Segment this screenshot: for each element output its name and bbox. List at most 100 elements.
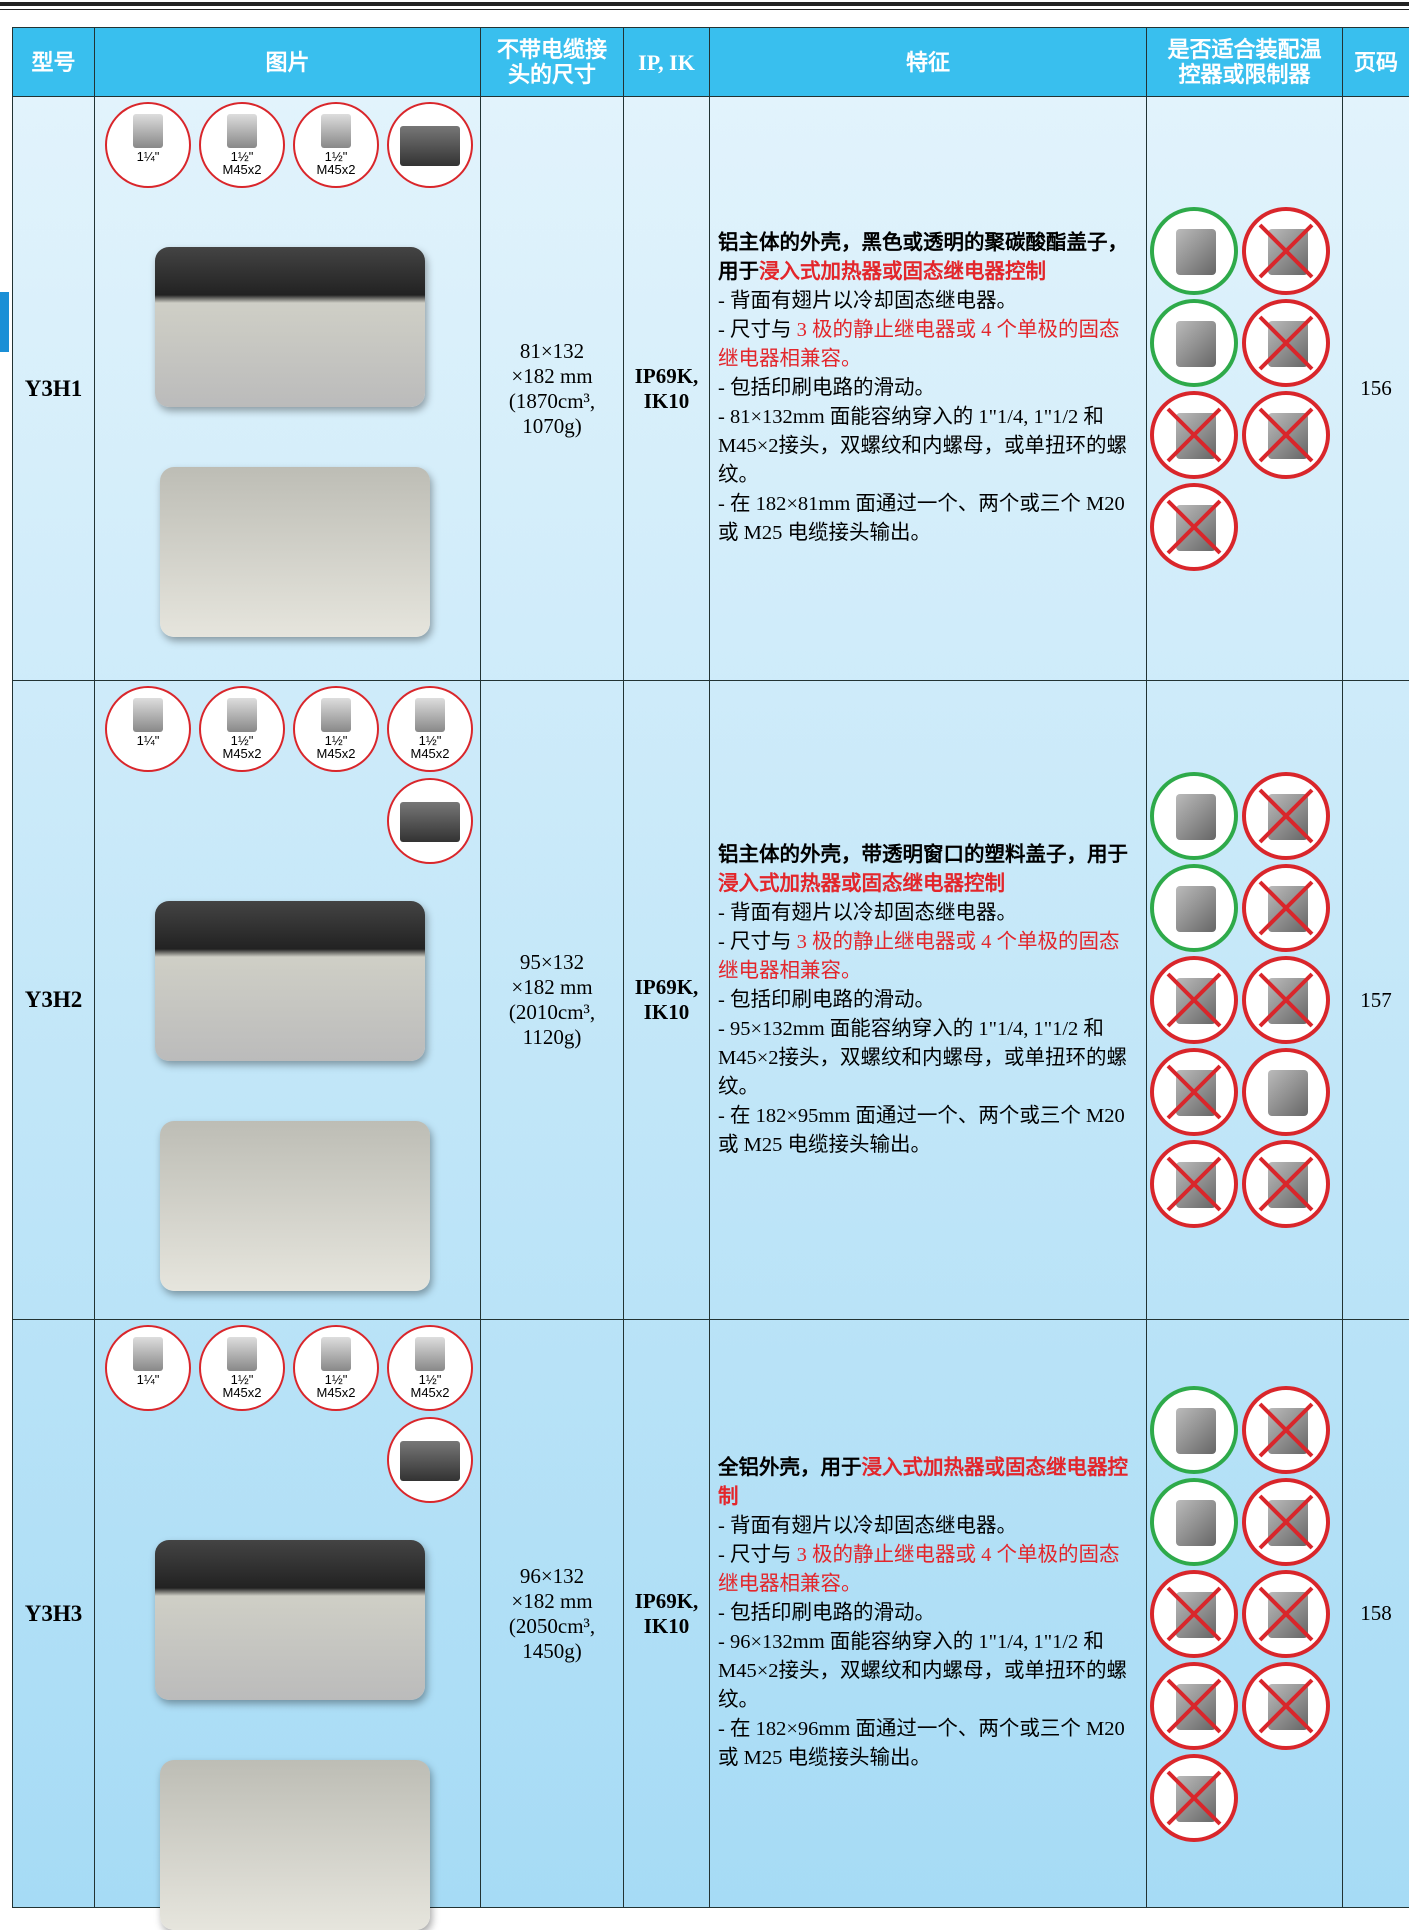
- feature-item: - 包括印刷电路的滑动。: [718, 986, 1138, 1015]
- compat-icon: [1242, 299, 1330, 387]
- cross: [1246, 1666, 1326, 1746]
- cross: [1246, 395, 1326, 475]
- cross: [1246, 868, 1326, 948]
- compat-icon: [1150, 772, 1238, 860]
- feature-item: - 81×132mm 面能容纳穿入的 1"1/4, 1"1/2 和M45×2接头…: [718, 403, 1138, 490]
- cross: [1246, 776, 1326, 856]
- compat-icon: [1242, 207, 1330, 295]
- dimension-text: 1450g): [522, 1639, 582, 1663]
- thumb-label: 1½"M45x2: [201, 734, 283, 760]
- header-text: 页码: [1354, 50, 1398, 75]
- features: 铝主体的外壳，带透明窗口的塑料盖子，用于浸入式加热器或固态继电器控制 - 背面有翅…: [710, 681, 1147, 1320]
- compat-icon: [1242, 1386, 1330, 1474]
- thumbnail: 1¼": [105, 1325, 191, 1411]
- thumb-label: 1½"M45x2: [295, 150, 377, 176]
- icon-image: [1176, 1500, 1216, 1546]
- thumbnail: 1¼": [105, 102, 191, 188]
- thumb-image: [133, 114, 163, 148]
- thumb-image: [133, 1337, 163, 1371]
- header-text: 不带电缆接: [497, 37, 607, 62]
- feature-item: - 背面有翅片以冷却固态继电器。: [718, 287, 1138, 316]
- header-text: 是否适合装配温: [1167, 37, 1321, 62]
- header-text: 型号: [31, 50, 75, 75]
- thumb-text: M45x2: [222, 162, 261, 177]
- product-image: [160, 467, 430, 637]
- thumb-image: [227, 698, 257, 732]
- cross: [1154, 1758, 1234, 1838]
- thumb-label: 1¼": [107, 1373, 189, 1386]
- thumb-label: 1½"M45x2: [295, 1373, 377, 1399]
- dimension-text: 1070g): [522, 414, 582, 438]
- compat-icon: [1150, 299, 1238, 387]
- dimensions: 81×132×182 mm(1870cm³,1070g): [481, 97, 624, 681]
- ip-text: IP69K,: [635, 975, 699, 999]
- model: Y3H2: [13, 681, 95, 1320]
- header-text: 头的尺寸: [508, 62, 596, 87]
- thumb-text: M45x2: [410, 1385, 449, 1400]
- compat-icon: [1150, 207, 1238, 295]
- thumb-image: [400, 802, 460, 842]
- icon-image: [1176, 321, 1216, 367]
- feature-text: - 背面有翅片以冷却固态继电器。: [718, 902, 1017, 924]
- cross: [1154, 395, 1234, 475]
- icon-image: [1176, 886, 1216, 932]
- thumbnail: [387, 1417, 473, 1503]
- icon-image: [1176, 794, 1216, 840]
- dimension-text: (1870cm³,: [509, 389, 595, 413]
- feature-text: - 81×132mm 面能容纳穿入的 1"1/4, 1"1/2 和M45×2接头…: [718, 406, 1127, 486]
- product-image: [155, 1540, 425, 1700]
- feature-item: - 背面有翅片以冷却固态继电器。: [718, 1512, 1138, 1541]
- ip-rating: IP69K,IK10: [624, 1320, 710, 1908]
- column-header: 不带电缆接头的尺寸: [481, 28, 624, 97]
- feature-item: - 在 182×81mm 面通过一个、两个或三个 M20 或 M25 电缆接头输…: [718, 490, 1138, 548]
- thumb-image: [321, 1337, 351, 1371]
- product-image: [155, 247, 425, 407]
- thumb-image: [133, 698, 163, 732]
- column-header: 特征: [710, 28, 1147, 97]
- compat-icon: [1242, 1570, 1330, 1658]
- column-header: 型号: [13, 28, 95, 97]
- thumbnail: 1½"M45x2: [293, 1325, 379, 1411]
- feature-text: - 包括印刷电路的滑动。: [718, 1602, 935, 1624]
- thumb-label: 1½"M45x2: [295, 734, 377, 760]
- ip-rating: IP69K,IK10: [624, 681, 710, 1320]
- thumbnail: 1½"M45x2: [387, 1325, 473, 1411]
- lead-text: 铝主体的外壳，带透明窗口的塑料盖子，用于: [718, 844, 1128, 866]
- column-header: 是否适合装配温控器或限制器: [1147, 28, 1343, 97]
- thumb-image: [227, 1337, 257, 1371]
- compat-icon: [1242, 1140, 1330, 1228]
- dimension-text: 1120g): [523, 1025, 582, 1049]
- thumb-text: M45x2: [410, 746, 449, 761]
- thumbnail: 1½"M45x2: [199, 686, 285, 772]
- ip-text: IK10: [644, 1000, 690, 1024]
- cross: [1154, 487, 1234, 567]
- features: 铝主体的外壳，黑色或透明的聚碳酸酯盖子，用于浸入式加热器或固态继电器控制- 背面…: [710, 97, 1147, 681]
- ip-text: IK10: [644, 389, 690, 413]
- thumb-image: [415, 1337, 445, 1371]
- lead-text: 全铝外壳，用于: [718, 1457, 862, 1479]
- cross: [1246, 211, 1326, 291]
- feature-text: - 尺寸与: [718, 931, 797, 953]
- thumb-image: [415, 698, 445, 732]
- column-header: IP, IK: [624, 28, 710, 97]
- feature-text: - 在 182×96mm 面通过一个、两个或三个 M20 或 M25 电缆接头输…: [718, 1718, 1125, 1769]
- thumb-image: [227, 114, 257, 148]
- cross: [1154, 1144, 1234, 1224]
- thumb-label: 1½"M45x2: [389, 734, 471, 760]
- dimension-text: ×182 mm: [511, 1589, 592, 1613]
- compat-icon: [1242, 1048, 1330, 1136]
- column-header: 页码: [1343, 28, 1409, 97]
- thumb-image: [321, 114, 351, 148]
- thumb-text: M45x2: [222, 1385, 261, 1400]
- compat-icon: [1242, 1662, 1330, 1750]
- dimensions: 95×132×182 mm(2010cm³,1120g): [481, 681, 624, 1320]
- thumb-label: 1½"M45x2: [201, 150, 283, 176]
- feature-text: - 包括印刷电路的滑动。: [718, 989, 935, 1011]
- ip-text: IP69K,: [635, 1589, 699, 1613]
- thumb-image: [400, 1441, 460, 1481]
- feature-lead: 铝主体的外壳，带透明窗口的塑料盖子，用于浸入式加热器或固态继电器控制: [718, 841, 1138, 899]
- model: Y3H3: [13, 1320, 95, 1908]
